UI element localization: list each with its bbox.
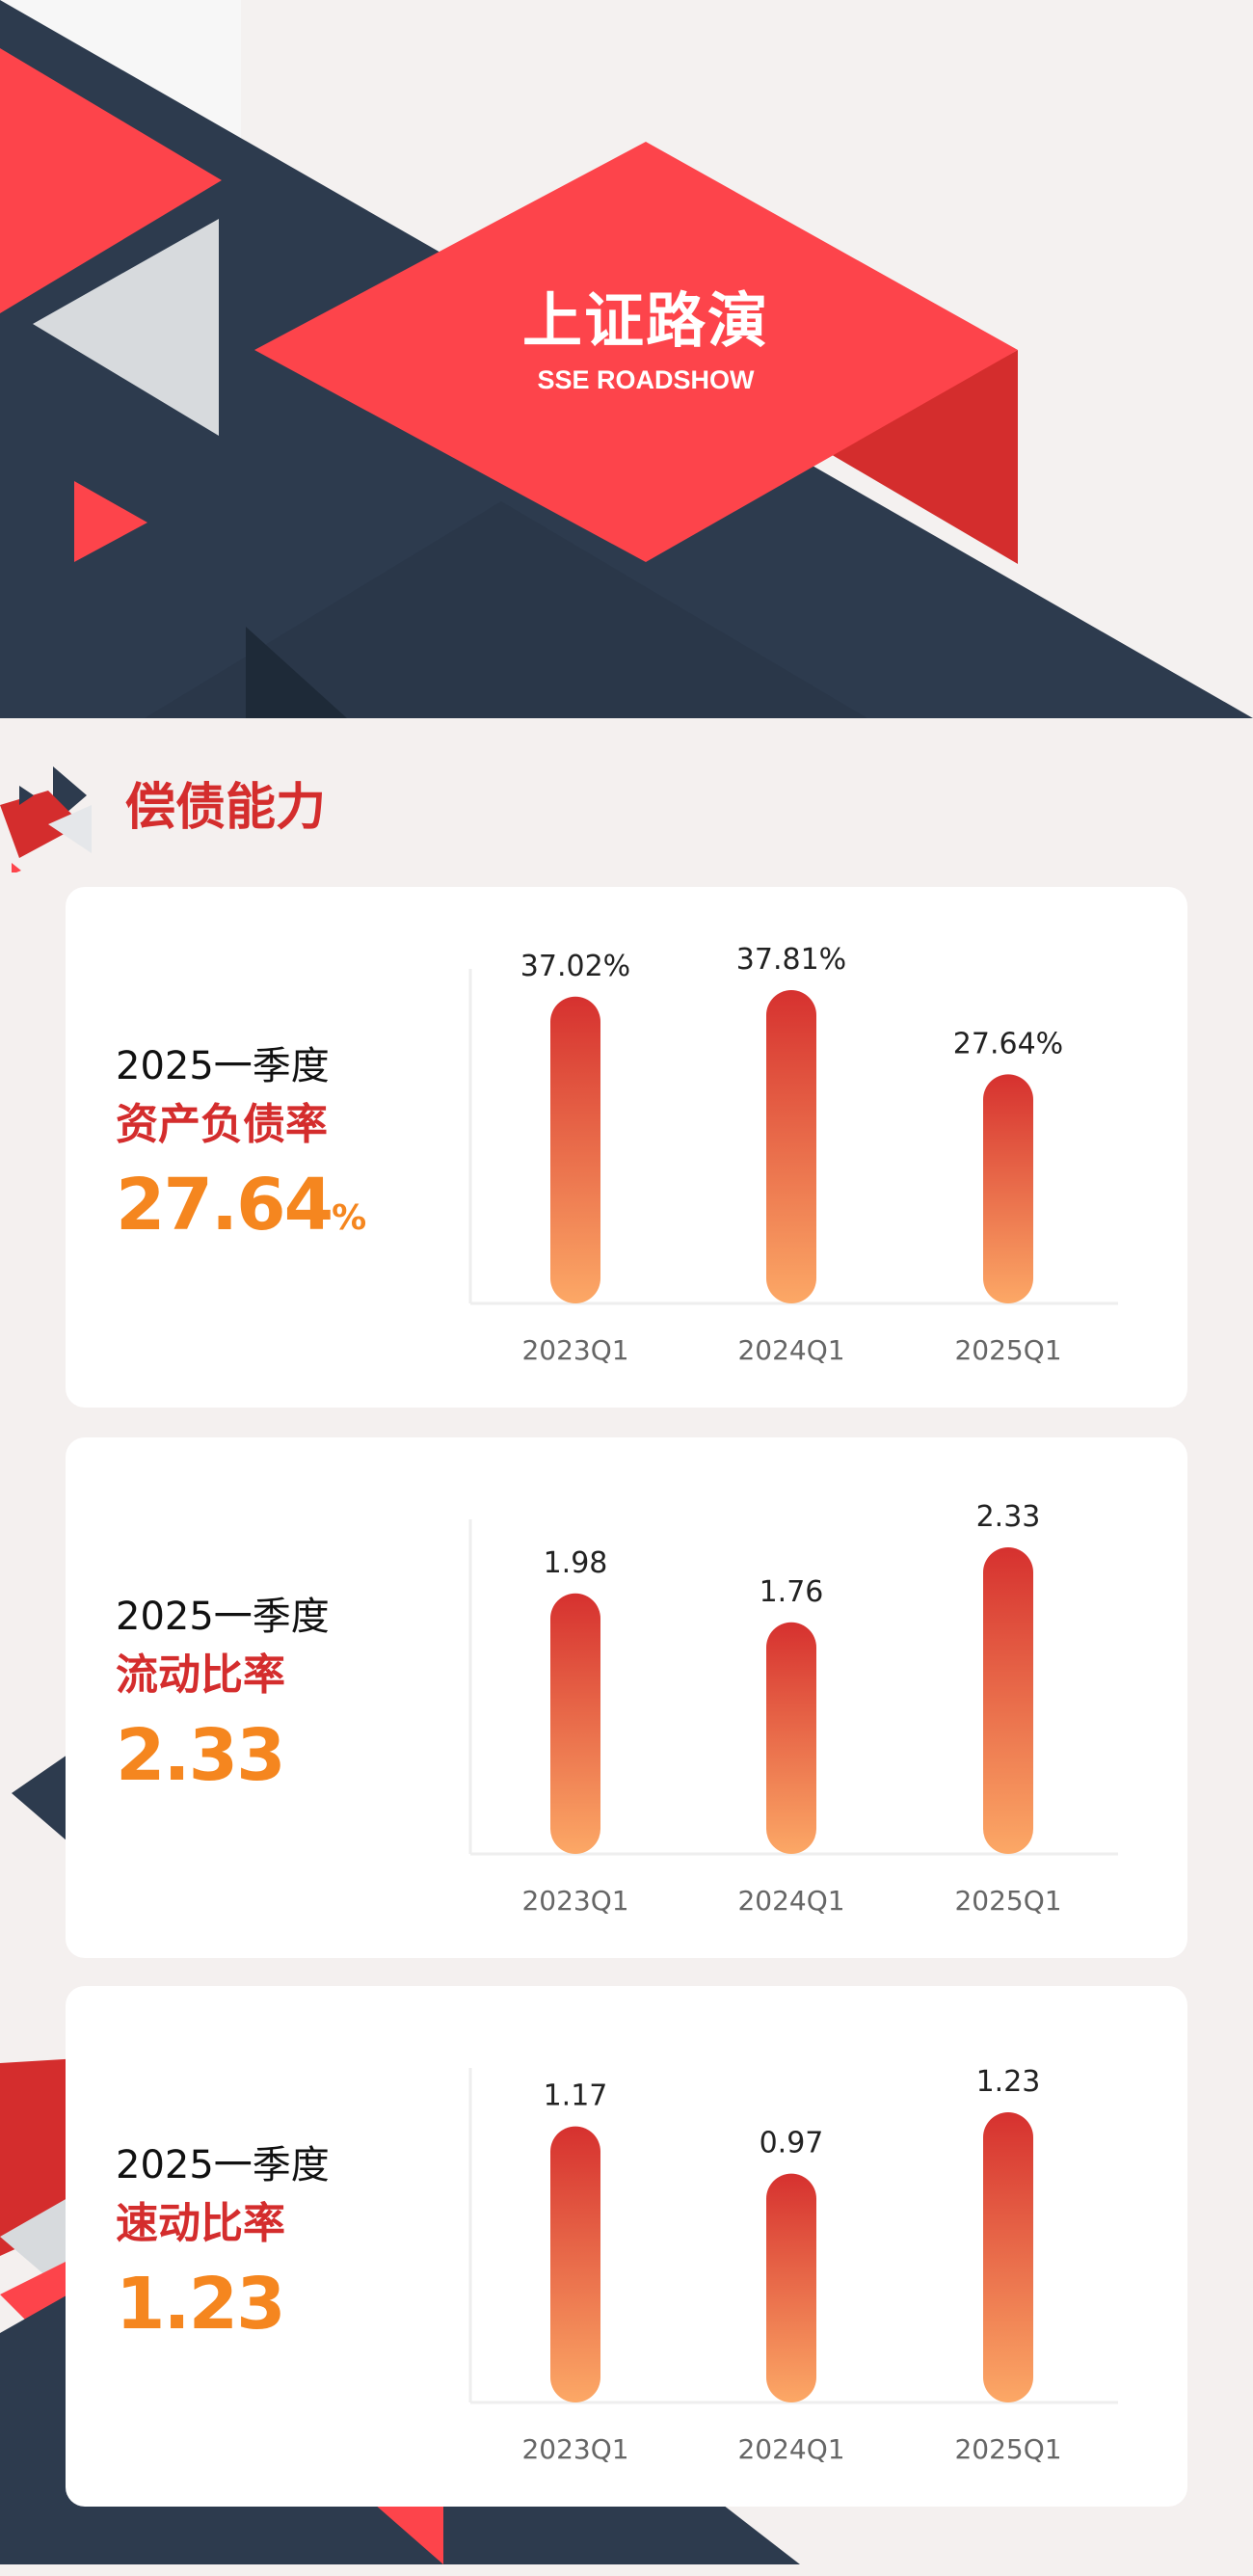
metric-name: 资产负债率 — [116, 1100, 328, 1149]
data-label: 27.64% — [953, 1027, 1063, 1060]
x-tick-label: 2023Q1 — [521, 1885, 628, 1917]
logo-text-en: SSE ROADSHOW — [537, 365, 755, 394]
quick-ratio-chart: 1.17 2023Q1 0.97 2024Q1 1.23 2025Q1 — [468, 2065, 1118, 2465]
data-label: 1.98 — [544, 1546, 608, 1580]
data-label: 1.76 — [760, 1575, 824, 1609]
period-label: 2025一季度 — [116, 2143, 330, 2187]
bar-2023Q1 — [550, 996, 600, 1303]
metric-value: 2.33 — [116, 1714, 286, 1797]
bar-2024Q1 — [766, 2173, 816, 2402]
period-label: 2025一季度 — [116, 1044, 330, 1088]
current-ratio-chart: 1.98 2023Q1 1.76 2024Q1 2.33 2025Q1 — [468, 1500, 1118, 1917]
quick-ratio-card: 2025一季度 速动比率 1.23 1.17 2023Q1 0.97 2024Q1 1.… — [66, 1986, 1187, 2507]
bar-2024Q1 — [766, 990, 816, 1303]
x-tick-label: 2023Q1 — [521, 1334, 628, 1366]
debt-ratio-chart: 37.02% 2023Q1 37.81% 2024Q1 27.64% 2025Q1 — [468, 943, 1118, 1366]
period-label: 2025一季度 — [116, 1595, 330, 1639]
bar-2025Q1 — [983, 1074, 1033, 1303]
data-label: 1.17 — [544, 2080, 608, 2113]
x-tick-label: 2023Q1 — [521, 2433, 628, 2465]
metric-value: 27.64% — [116, 1164, 367, 1247]
logo-text-cn: 上证路演 — [521, 285, 769, 356]
x-tick-label: 2024Q1 — [737, 1885, 844, 1917]
data-label: 37.02% — [520, 950, 630, 983]
metric-name: 流动比率 — [116, 1650, 285, 1700]
bar-2025Q1 — [983, 1547, 1033, 1854]
x-tick-label: 2025Q1 — [954, 1334, 1061, 1366]
metric-name: 速动比率 — [116, 2199, 285, 2248]
x-tick-label: 2025Q1 — [954, 2433, 1061, 2465]
bar-2023Q1 — [550, 2126, 600, 2402]
section-title: 偿债能力 — [125, 779, 327, 837]
header-banner — [0, 0, 1253, 718]
current-ratio-card: 2025一季度 流动比率 2.33 1.98 2023Q1 1.76 2024Q1 2.… — [66, 1437, 1187, 1958]
x-tick-label: 2025Q1 — [954, 1885, 1061, 1917]
metric-value: 1.23 — [116, 2263, 286, 2346]
bar-2023Q1 — [550, 1593, 600, 1854]
data-label: 0.97 — [760, 2127, 824, 2160]
data-label: 1.23 — [976, 2065, 1041, 2099]
bar-2025Q1 — [983, 2112, 1033, 2402]
debt-ratio-card: 2025一季度 资产负债率 27.64% 37.02% 2023Q1 37.81% 2… — [66, 887, 1187, 1408]
data-label: 2.33 — [976, 1500, 1041, 1534]
section-title-icon — [0, 766, 92, 872]
x-tick-label: 2024Q1 — [737, 1334, 844, 1366]
bar-2024Q1 — [766, 1622, 816, 1854]
data-label: 37.81% — [736, 943, 846, 977]
x-tick-label: 2024Q1 — [737, 2433, 844, 2465]
